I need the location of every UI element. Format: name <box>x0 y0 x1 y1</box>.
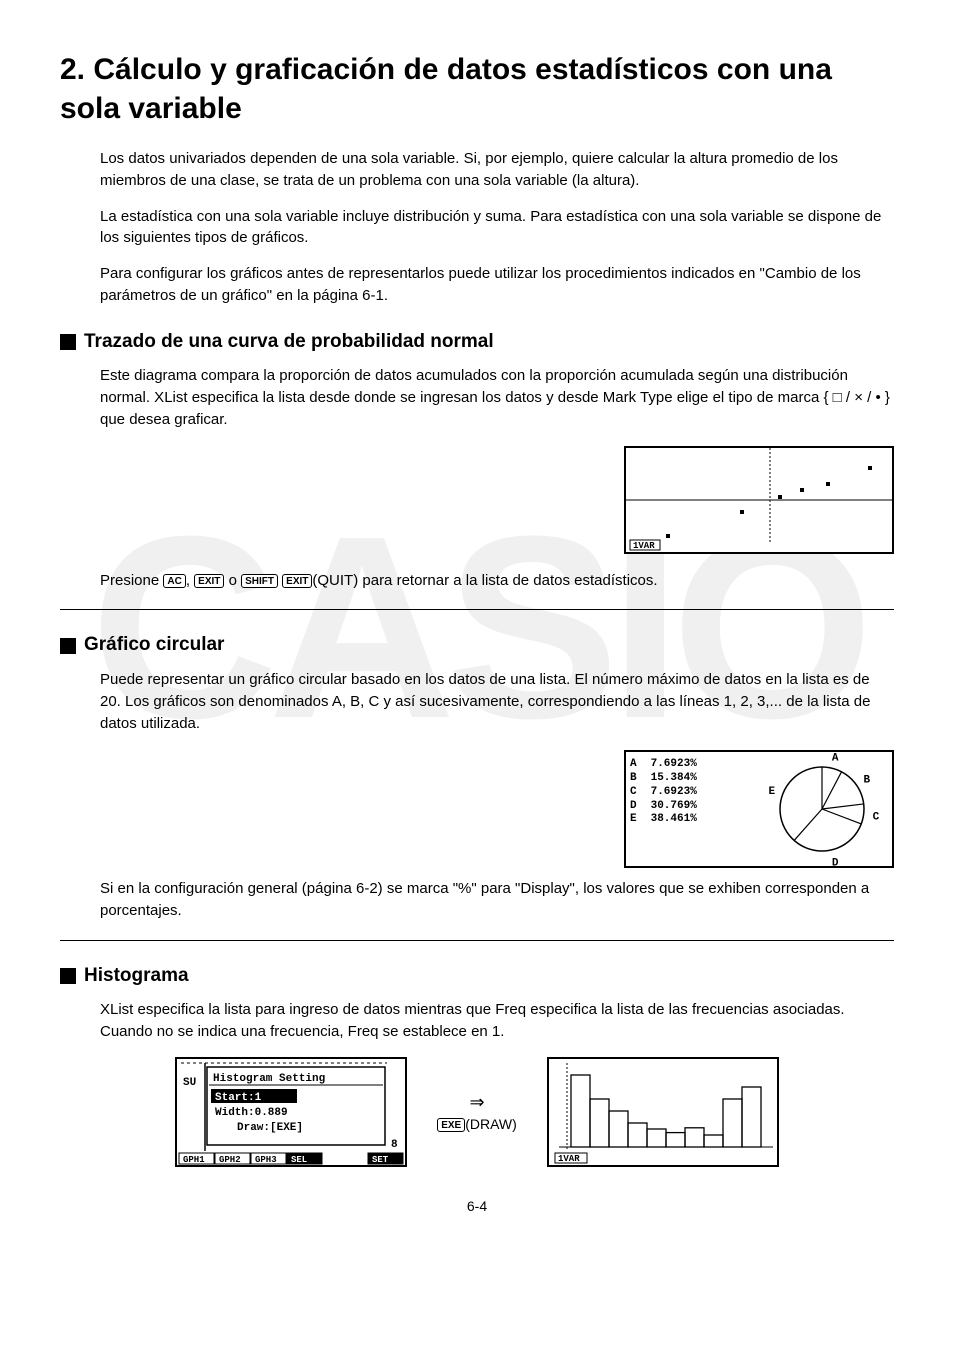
section-rule-1 <box>60 609 894 610</box>
section-rule-2 <box>60 940 894 941</box>
arrow-block: ⇒ EXE(DRAW) <box>437 1090 517 1135</box>
scatter-point <box>868 466 872 470</box>
scatter-point <box>740 510 744 514</box>
hist-bar <box>723 1099 742 1147</box>
pie-slice-label: C <box>873 812 880 824</box>
pie-slice-label: D <box>832 858 839 867</box>
scatter-point <box>666 534 670 538</box>
prob-comma: , <box>186 572 194 589</box>
heading-number: 2. <box>60 53 85 86</box>
heading-title: Cálculo y graficación de datos estadísti… <box>60 53 832 125</box>
hist-bar <box>742 1087 761 1147</box>
hist-bar <box>685 1128 704 1147</box>
draw-label: (DRAW) <box>465 1116 517 1132</box>
section-pie-title: Gráfico circular <box>84 632 224 659</box>
hist-row-start: Start:1 <box>215 1092 262 1104</box>
tab-1var: 1VAR <box>633 541 655 551</box>
pie-data-list: A 7.6923%B 15.384%C 7.6923%D 30.769%E 38… <box>626 752 701 866</box>
square-bullet-icon <box>60 638 76 654</box>
page-number: 6-4 <box>60 1197 894 1217</box>
pie-data-row: D 30.769% <box>630 800 697 814</box>
tab-sel: SEL <box>291 1155 307 1165</box>
key-ac: AC <box>163 574 185 588</box>
pie-data-row: E 38.461% <box>630 813 697 827</box>
intro-p2: La estadística con una sola variable inc… <box>100 206 894 250</box>
hist-bar <box>666 1133 685 1147</box>
hist-bar <box>647 1129 666 1147</box>
hist-row-width: Width:0.889 <box>215 1107 288 1119</box>
pie-data-row: C 7.6923% <box>630 786 697 800</box>
pie-p2: Si en la configuración general (página 6… <box>100 878 894 922</box>
section-hist-heading: Histograma <box>60 963 894 990</box>
key-shift: SHIFT <box>241 574 278 588</box>
svg-text:SU: SU <box>183 1077 196 1089</box>
arrow-icon: ⇒ <box>437 1090 517 1115</box>
hist-right-num: 8 <box>391 1139 398 1151</box>
tab-gph2: GPH2 <box>219 1155 241 1165</box>
hist-chart-screen: 1VAR <box>547 1057 779 1167</box>
intro-p3: Para configurar los gráficos antes de re… <box>100 263 894 307</box>
hist-p1: XList especifica la lista para ingreso d… <box>100 999 894 1043</box>
prob-p2: Presione AC, EXIT o SHIFT EXIT(QUIT) par… <box>100 570 894 592</box>
scatter-point <box>826 482 830 486</box>
hist-figure-row: SU Histogram Setting Start:1 Width:0.889… <box>60 1057 894 1167</box>
scatter-point <box>778 495 782 499</box>
section-hist-title: Histograma <box>84 963 189 990</box>
hist-bar <box>590 1099 609 1147</box>
key-exit-1: EXIT <box>194 574 224 588</box>
pie-data-row: B 15.384% <box>630 772 697 786</box>
prob-p1: Este diagrama compara la proporción de d… <box>100 365 894 430</box>
prob-scatter-figure: 1VAR <box>624 446 894 559</box>
pie-p1: Puede representar un gráfico circular ba… <box>100 669 894 734</box>
hist-popup-title: Histogram Setting <box>213 1073 325 1085</box>
square-bullet-icon <box>60 334 76 350</box>
pie-slice-label: E <box>769 786 776 798</box>
tab-1var-hist: 1VAR <box>558 1154 580 1164</box>
square-bullet-icon <box>60 968 76 984</box>
page-title: 2. Cálculo y graficación de datos estadí… <box>60 50 894 128</box>
tab-gph1: GPH1 <box>183 1155 205 1165</box>
pie-chart-svg: A B C D E <box>762 752 892 866</box>
tab-set: SET <box>372 1155 389 1165</box>
hist-row-draw: Draw:[EXE] <box>237 1122 303 1134</box>
section-prob-title: Trazado de una curva de probabilidad nor… <box>84 329 494 356</box>
intro-p1: Los datos univariados dependen de una so… <box>100 148 894 192</box>
pie-data-row: A 7.6923% <box>630 758 697 772</box>
prob-p2-a: Presione <box>100 572 163 589</box>
pie-slice-label: A <box>832 753 839 765</box>
key-exit-2: EXIT <box>282 574 312 588</box>
hist-bar <box>628 1123 647 1147</box>
pie-slice-label: B <box>863 775 870 787</box>
hist-bar <box>704 1135 723 1147</box>
hist-bar <box>609 1111 628 1147</box>
section-pie-heading: Gráfico circular <box>60 632 894 659</box>
scatter-plot-svg: 1VAR <box>626 448 892 552</box>
hist-bar <box>571 1075 590 1147</box>
prob-p2-c: (QUIT) para retornar a la lista de datos… <box>312 572 657 589</box>
hist-setting-screen: SU Histogram Setting Start:1 Width:0.889… <box>175 1057 407 1167</box>
key-exe: EXE <box>437 1118 465 1132</box>
prob-p2-b: o <box>224 572 241 589</box>
tab-gph3: GPH3 <box>255 1155 277 1165</box>
scatter-point <box>800 488 804 492</box>
pie-figure: A 7.6923%B 15.384%C 7.6923%D 30.769%E 38… <box>624 750 894 868</box>
section-prob-heading: Trazado de una curva de probabilidad nor… <box>60 329 894 356</box>
